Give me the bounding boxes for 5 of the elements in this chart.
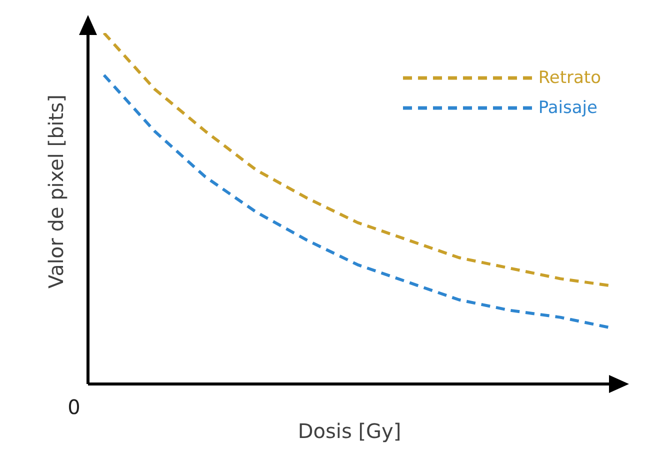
- x-axis-title: Dosis [Gy]: [298, 419, 402, 443]
- text: Retrato: [538, 68, 601, 88]
- y-axis-title: Valor de pixel [bits]: [44, 94, 68, 288]
- text: Paisaje: [538, 98, 598, 118]
- text: 0: [68, 395, 80, 419]
